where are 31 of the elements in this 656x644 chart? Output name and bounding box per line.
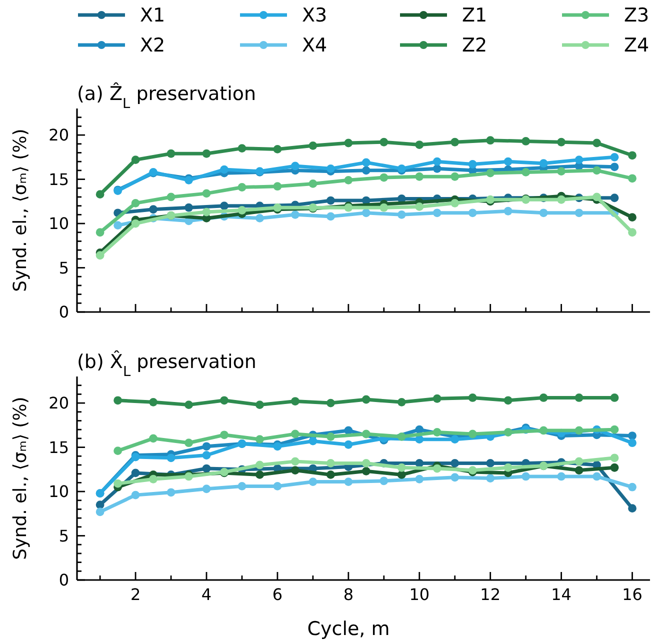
y-axis-title: Synd. el., ⟨σₘ⟩ (%) [10,128,31,292]
x-tick-label: 16 [622,585,642,604]
legend-label: Z2 [462,34,488,57]
legend-label: Z1 [462,4,488,27]
y-tick-label: 10 [48,214,69,234]
x-tick-label: 14 [551,585,572,604]
x-tick-label: 2 [130,585,141,604]
y-tick-label: 0 [58,570,69,590]
y-tick-label: 20 [48,394,69,413]
legend-label: X3 [302,4,328,27]
y-tick-label: 5 [58,258,69,278]
y-tick-label: 15 [48,438,69,457]
legend-label: X1 [140,4,166,27]
x-tick-label: 4 [201,585,212,604]
x-tick-label: 10 [409,585,430,604]
x-tick-label: 12 [480,585,501,604]
legend-label: X4 [302,34,328,57]
legend-label: X2 [140,34,166,57]
y-tick-label: 5 [58,526,69,546]
y-tick-label: 15 [48,170,69,189]
chart-title: (b) X̂$_{L}$ preservation [77,350,256,380]
legend-label: Z3 [624,4,650,27]
y-tick-label: 20 [48,126,69,145]
x-tick-label: 6 [272,585,283,604]
x-axis-title: Cycle, m [307,618,390,640]
y-tick-label: 0 [58,302,69,322]
y-tick-label: 10 [48,482,69,502]
y-axis-title: Synd. el., ⟨σₘ⟩ (%) [10,396,31,560]
legend-label: Z4 [624,34,650,57]
chart-title: (a) Ẑ$_{L}$ preservation [77,82,256,112]
x-tick-label: 8 [343,585,354,604]
